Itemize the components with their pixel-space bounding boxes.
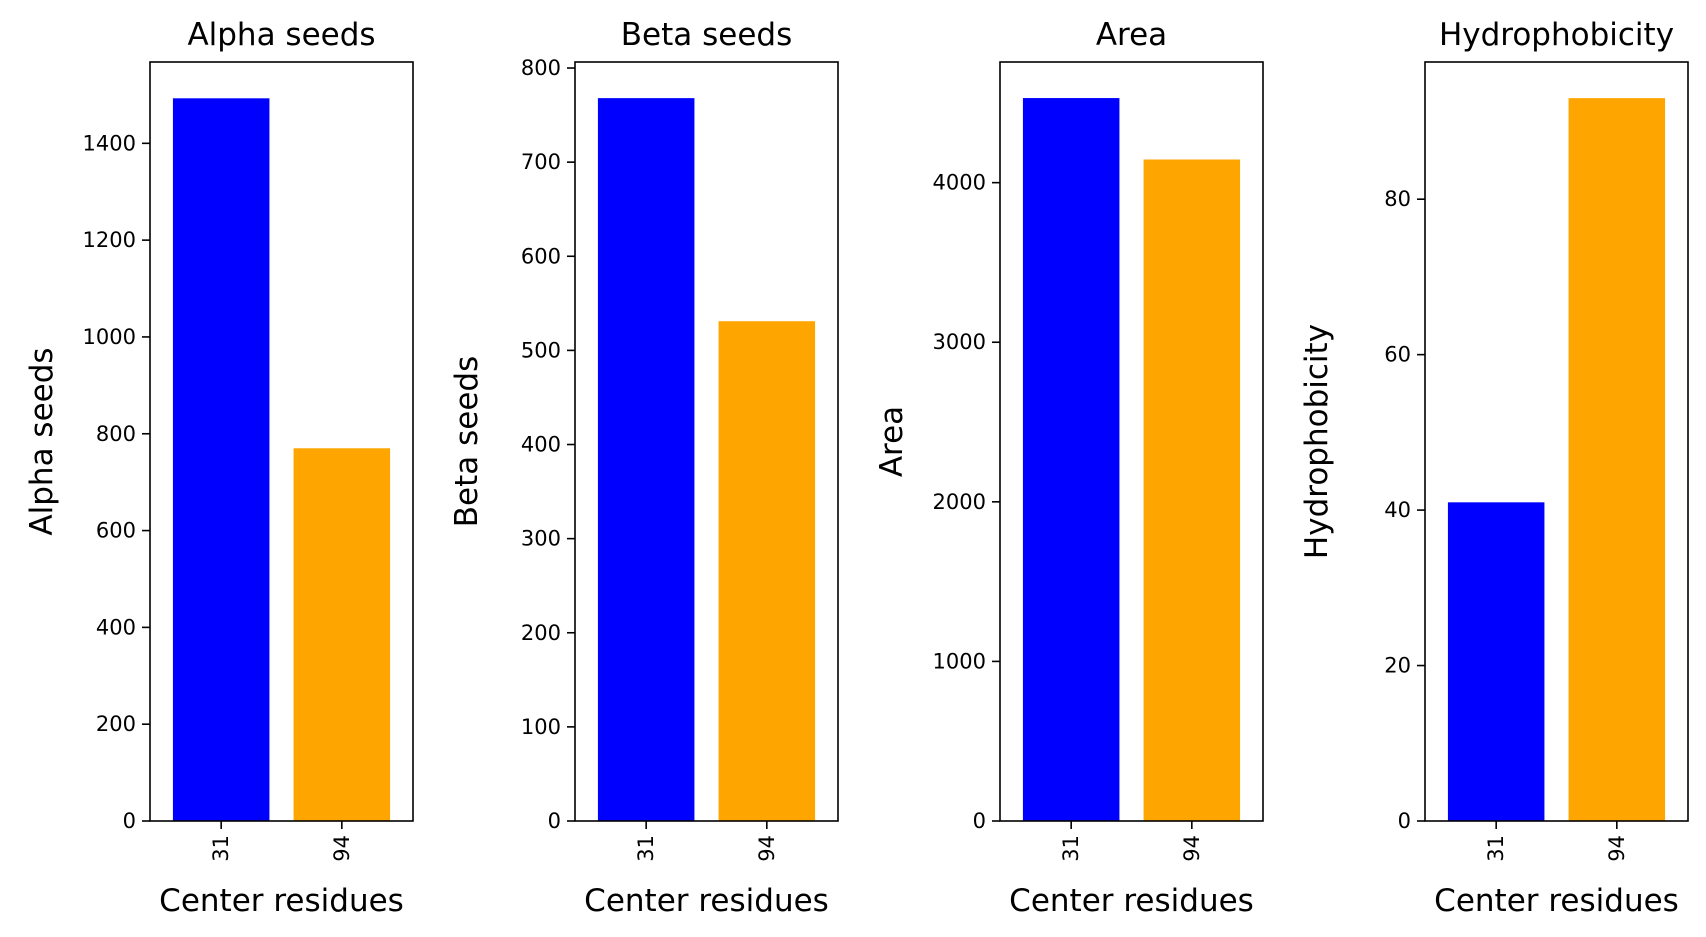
chart-panel-3: 0 1000 2000 3000 4000 31 94 Area Center residues… — [874, 17, 1264, 919]
x-tick-label: 94 — [1605, 835, 1629, 862]
bar-94 — [1568, 98, 1666, 821]
y-axis-label: Area — [874, 406, 910, 477]
chart-title: Beta seeds — [621, 17, 792, 53]
y-axis-label: Alpha seeds — [24, 347, 60, 535]
y-tick-label: 400 — [521, 433, 561, 457]
axes-frame — [1424, 61, 1689, 822]
y-tick-label: 2000 — [933, 490, 986, 514]
chart-title: Area — [1096, 17, 1167, 53]
y-tick-label: 200 — [96, 712, 136, 736]
y-tick-label: 1200 — [83, 228, 136, 252]
bar-94 — [293, 448, 391, 821]
y-tick-label: 40 — [1384, 498, 1411, 522]
x-tick-label: 31 — [1484, 835, 1508, 862]
y-tick-label: 60 — [1384, 343, 1411, 367]
chart-panel-2: 0 100 200 300 400 500 600 700 800 31 94 Beta seeds C… — [449, 17, 839, 919]
chart-title: Hydrophobicity — [1439, 17, 1674, 53]
bar-31 — [597, 98, 695, 821]
x-tick-label: 94 — [1180, 835, 1204, 862]
x-tick-label: 31 — [209, 835, 233, 862]
y-tick-label: 600 — [96, 519, 136, 543]
x-axis-label: Center residues — [1434, 883, 1679, 919]
y-tick-label: 800 — [96, 422, 136, 446]
y-tick-label: 4000 — [933, 171, 986, 195]
y-tick-label: 3000 — [933, 330, 986, 354]
axes-frame — [149, 61, 414, 822]
y-tick-label: 0 — [1398, 809, 1411, 833]
bar-94 — [1143, 159, 1241, 822]
x-tick-label: 94 — [755, 835, 779, 862]
y-tick-label: 100 — [521, 715, 561, 739]
y-tick-label: 600 — [521, 244, 561, 268]
y-tick-label: 1000 — [83, 325, 136, 349]
y-axis-label: Beta seeds — [449, 356, 485, 527]
axes-frame — [574, 61, 839, 822]
y-tick-label: 400 — [96, 615, 136, 639]
x-axis-label: Center residues — [1009, 883, 1254, 919]
y-tick-label: 700 — [521, 150, 561, 174]
y-tick-label: 800 — [521, 56, 561, 80]
y-axis-label: Hydrophobicity — [1299, 324, 1335, 559]
y-tick-label: 300 — [521, 527, 561, 551]
y-tick-label: 0 — [973, 809, 986, 833]
y-tick-label: 500 — [521, 338, 561, 362]
x-axis-label: Center residues — [584, 883, 829, 919]
y-tick-label: 0 — [548, 809, 561, 833]
y-tick-label: 80 — [1384, 187, 1411, 211]
x-tick-label: 94 — [330, 835, 354, 862]
bar-31 — [172, 98, 270, 822]
x-tick-label: 31 — [634, 835, 658, 862]
y-tick-label: 20 — [1384, 654, 1411, 678]
chart-panel-1: 0 200 400 600 800 1000 1200 1400 31 94 Alpha seeds… — [24, 17, 414, 919]
x-tick-label: 31 — [1059, 835, 1083, 862]
bar-31 — [1022, 98, 1120, 821]
bar-94 — [718, 321, 816, 821]
y-tick-label: 1000 — [933, 649, 986, 673]
bar-31 — [1447, 502, 1545, 821]
chart-title: Alpha seeds — [187, 17, 375, 53]
x-axis-label: Center residues — [159, 883, 404, 919]
axes-frame — [999, 61, 1264, 822]
y-tick-label: 1400 — [83, 131, 136, 155]
y-tick-label: 0 — [123, 809, 136, 833]
y-tick-label: 200 — [521, 621, 561, 645]
chart-panel-4: 0 20 40 60 80 31 94 Hydrophobicity Center residu… — [1299, 17, 1689, 919]
